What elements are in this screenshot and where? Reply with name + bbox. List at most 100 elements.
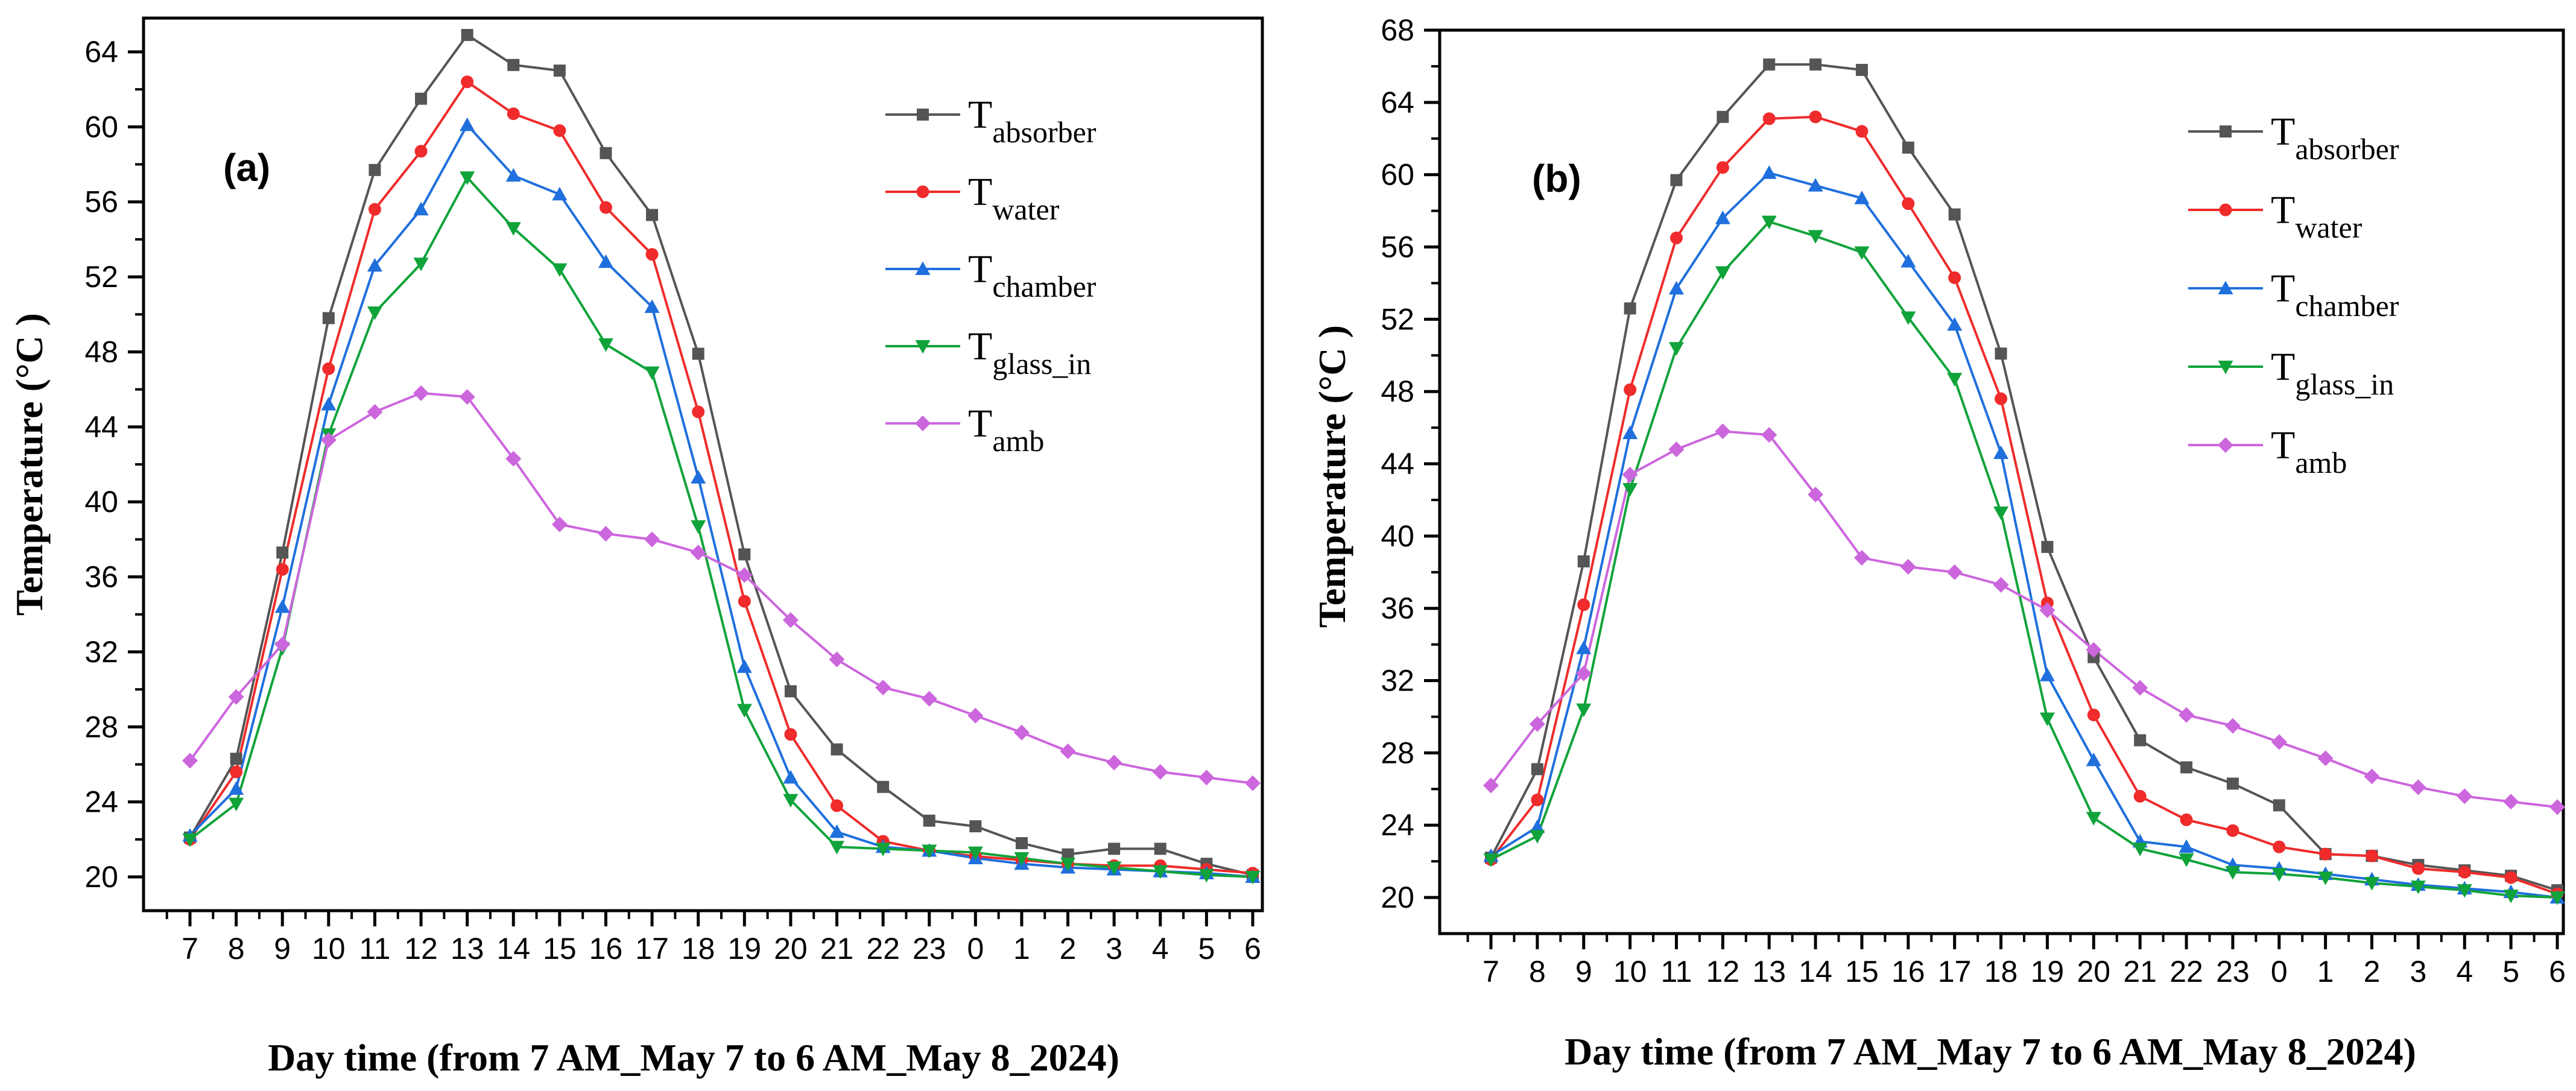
data-point-chamber xyxy=(829,824,845,838)
data-point-water xyxy=(1716,161,1729,174)
x-tick-label: 7 xyxy=(182,932,198,966)
data-point-chamber xyxy=(505,168,521,182)
data-point-absorber xyxy=(276,546,289,559)
y-tick-label: 28 xyxy=(84,710,118,744)
series-line-glass-in xyxy=(1490,220,2558,899)
x-axis-label: Day time (from 7 AM_May 7 to 6 AM_May 8_… xyxy=(268,1036,1119,1079)
data-point-amb xyxy=(2549,799,2565,815)
y-tick-label: 20 xyxy=(84,860,118,894)
data-point-absorber xyxy=(692,347,704,360)
x-tick-label: 1 xyxy=(1013,932,1030,966)
data-point-absorber xyxy=(1624,302,1636,315)
legend-item-water: Twater xyxy=(885,170,1060,226)
x-tick-label: 8 xyxy=(1529,955,1546,988)
y-tick-label: 40 xyxy=(1381,519,1414,553)
data-point-glass-in xyxy=(1622,482,1638,497)
y-tick-label: 52 xyxy=(84,260,118,294)
data-point-water xyxy=(1624,383,1637,396)
data-point-absorber xyxy=(1670,174,1683,186)
y-tick-label: 68 xyxy=(1381,13,1414,47)
y-tick-label: 32 xyxy=(84,635,118,669)
series-line-absorber xyxy=(189,33,1253,876)
legend-swatch-marker xyxy=(2220,125,2232,138)
data-point-chamber xyxy=(691,470,706,484)
data-point-glass-in xyxy=(2457,884,2472,898)
data-point-glass-in xyxy=(229,797,244,812)
data-point-glass-in xyxy=(2132,843,2148,856)
legend-label: Twater xyxy=(968,170,1060,226)
data-point-amb xyxy=(1622,467,1638,483)
data-point-water xyxy=(322,362,335,375)
legend-item-chamber: Tchamber xyxy=(2188,267,2399,323)
legend-item-amb: Tamb xyxy=(885,402,1044,458)
data-point-absorber xyxy=(1763,58,1776,71)
legend-item-absorber: Tabsorber xyxy=(2188,110,2399,166)
y-tick-label: 60 xyxy=(1381,158,1414,192)
legend-label: Tchamber xyxy=(2271,267,2399,323)
data-point-chamber xyxy=(1993,445,2009,460)
data-point-amb xyxy=(690,545,706,561)
data-point-chamber xyxy=(460,117,475,131)
y-tick-label: 64 xyxy=(1381,86,1414,119)
data-point-glass-in xyxy=(2364,877,2380,891)
legend: Tabsorber Twater Tchamber Tglass_in Tamb xyxy=(885,93,1097,458)
panel-label: (a) xyxy=(223,146,270,189)
data-point-water xyxy=(1531,793,1544,806)
data-point-amb xyxy=(1060,743,1076,759)
data-point-chamber xyxy=(736,659,752,673)
y-tick-label: 24 xyxy=(1381,808,1414,842)
data-point-absorber xyxy=(369,163,381,176)
data-point-amb xyxy=(1900,558,1916,575)
x-tick-label: 21 xyxy=(820,932,854,966)
data-point-glass-in xyxy=(2271,868,2287,882)
x-tick-label: 19 xyxy=(2031,955,2065,988)
data-point-glass-in xyxy=(1153,865,1168,879)
data-point-water xyxy=(2133,789,2147,803)
legend-label: Tchamber xyxy=(968,247,1097,303)
data-point-absorber xyxy=(2134,734,2147,747)
data-point-amb xyxy=(1529,716,1545,732)
data-point-water xyxy=(645,248,659,261)
data-point-chamber xyxy=(2039,668,2055,681)
y-tick-label: 36 xyxy=(84,560,118,594)
data-point-water xyxy=(1809,110,1822,124)
data-point-water xyxy=(738,595,751,608)
data-point-glass-in xyxy=(2549,891,2565,905)
data-point-glass-in xyxy=(1483,853,1499,867)
data-point-amb xyxy=(274,636,291,653)
legend-item-glass-in: Tglass_in xyxy=(885,324,1091,381)
series-line-amb xyxy=(1490,430,2558,809)
data-point-absorber xyxy=(2041,540,2054,553)
data-point-absorber xyxy=(2226,777,2239,790)
data-point-chamber xyxy=(367,258,382,272)
legend-item-amb: Tamb xyxy=(2188,423,2347,479)
legend-label: Twater xyxy=(2271,188,2362,244)
data-point-water xyxy=(2273,840,2286,853)
data-point-glass-in xyxy=(1715,266,1730,280)
y-tick-label: 44 xyxy=(1381,447,1414,481)
legend-label: Tamb xyxy=(2271,423,2347,479)
data-point-amb xyxy=(829,651,845,668)
x-tick-label: 16 xyxy=(1891,955,1925,988)
x-tick-label: 22 xyxy=(2169,955,2203,988)
data-point-glass-in xyxy=(1900,311,1916,325)
data-point-chamber xyxy=(229,781,244,795)
data-point-water xyxy=(2087,708,2100,721)
data-point-chamber xyxy=(1622,425,1638,440)
x-tick-label: 13 xyxy=(451,932,484,966)
data-point-water xyxy=(1902,197,1915,210)
data-point-chamber xyxy=(1715,210,1730,224)
data-point-chamber xyxy=(1947,317,1963,331)
x-axis-label: Day time (from 7 AM_May 7 to 6 AM_May 8_… xyxy=(1565,1030,2416,1073)
x-tick-label: 1 xyxy=(2317,955,2334,988)
x-tick-label: 23 xyxy=(913,932,946,966)
data-point-amb xyxy=(459,389,475,405)
data-point-absorber xyxy=(1577,555,1590,568)
data-point-amb xyxy=(2271,734,2287,750)
data-point-amb xyxy=(1668,441,1685,458)
data-point-glass-in xyxy=(2039,712,2055,726)
x-tick-label: 7 xyxy=(1483,955,1499,988)
y-tick-label: 28 xyxy=(1381,736,1414,770)
x-tick-label: 3 xyxy=(2410,955,2426,988)
